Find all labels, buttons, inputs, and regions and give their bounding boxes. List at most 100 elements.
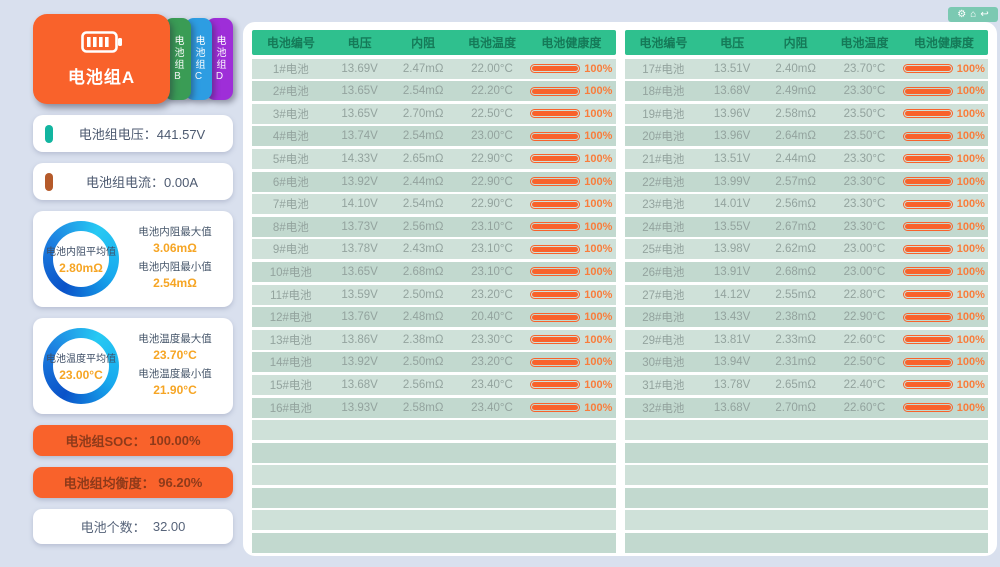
- table-row-empty: [252, 533, 616, 554]
- health-bar: [530, 290, 581, 300]
- voltage-cell: 13.98V: [713, 243, 751, 256]
- health-cell: 100%: [900, 153, 988, 165]
- soc-button[interactable]: 电池组SOC： 100.00%: [33, 425, 233, 456]
- health-bar-fill: [532, 179, 579, 185]
- temperature-min-value: 21.90°C: [153, 383, 197, 397]
- temperature-cell: 23.30°C: [843, 220, 886, 233]
- health-bar-fill: [904, 133, 951, 139]
- health-percent: 100%: [584, 356, 613, 369]
- balance-button[interactable]: 电池组均衡度： 96.20%: [33, 467, 233, 498]
- battery-id-cell: 9#电池: [272, 244, 309, 257]
- health-cell: 100%: [900, 311, 988, 323]
- health-cell: 100%: [900, 266, 988, 278]
- table-row: 13#电池 13.86V 2.38mΩ 23.30°C 100%: [252, 329, 616, 350]
- temperature-cell: 20.40°C: [471, 311, 513, 324]
- settings-icon[interactable]: ⚙: [957, 8, 967, 20]
- health-percent: 100%: [956, 356, 985, 369]
- battery-id-cell: 32#电池: [642, 402, 685, 415]
- battery-id-cell: 20#电池: [642, 131, 685, 144]
- table-row: 20#电池 13.96V 2.64mΩ 23.50°C 100%: [624, 126, 988, 147]
- battery-id-cell: 25#电池: [642, 244, 685, 257]
- temperature-cell: 23.10°C: [471, 220, 513, 233]
- health-bar-fill: [532, 359, 579, 365]
- health-cell: 100%: [900, 289, 988, 301]
- header-voltage: 电压: [720, 36, 745, 50]
- table-row: 15#电池 13.68V 2.56mΩ 23.40°C 100%: [252, 374, 616, 395]
- header-battery-id: 电池编号: [266, 36, 315, 50]
- voltage-cell: 14.12V: [713, 288, 751, 301]
- health-bar-fill: [532, 133, 579, 139]
- health-bar: [530, 335, 581, 345]
- temperature-cell: 22.90°C: [843, 311, 886, 324]
- home-icon[interactable]: ⌂: [970, 8, 977, 20]
- health-bar-fill: [904, 405, 951, 410]
- health-cell: 100%: [900, 356, 988, 368]
- health-percent: 100%: [584, 107, 613, 120]
- table-header: 电池编号 电压 内阻 电池温度 电池健康度: [252, 30, 616, 55]
- health-cell: 100%: [900, 402, 988, 414]
- table-row-empty: [624, 420, 988, 441]
- health-percent: 100%: [956, 152, 985, 165]
- battery-id-cell: 8#电池: [272, 221, 309, 234]
- health-percent: 100%: [584, 333, 613, 346]
- back-icon[interactable]: ↩: [980, 8, 989, 20]
- health-percent: 100%: [584, 198, 613, 211]
- resistance-cell: 2.54mΩ: [402, 130, 444, 143]
- group-voltage-label: 电池组电压：: [78, 127, 157, 142]
- table-row: 17#电池 13.51V 2.40mΩ 23.70°C 100%: [624, 58, 988, 79]
- tab-battery-group-a[interactable]: 电池组A: [33, 14, 170, 104]
- temperature-avg-label: 电池温度平均值: [46, 354, 116, 365]
- voltage-cell: 13.73V: [341, 220, 378, 233]
- resistance-cell: 2.38mΩ: [775, 311, 816, 324]
- header-resistance: 内阻: [411, 36, 436, 50]
- health-percent: 100%: [584, 85, 613, 98]
- health-bar: [902, 199, 953, 209]
- table-row: 22#电池 13.99V 2.57mΩ 23.30°C 100%: [624, 171, 988, 192]
- temperature-gauge-ring: 电池温度平均值 23.00°C: [43, 328, 119, 404]
- health-bar: [530, 154, 581, 164]
- health-percent: 100%: [956, 288, 985, 301]
- battery-id-cell: 6#电池: [272, 176, 309, 189]
- resistance-avg-value: 2.80mΩ: [59, 261, 103, 275]
- voltage-cell: 13.78V: [713, 378, 751, 391]
- health-cell: 100%: [900, 176, 988, 188]
- health-bar: [902, 357, 953, 367]
- health-cell: 100%: [900, 130, 988, 142]
- table-row: 11#电池 13.59V 2.50mΩ 23.20°C 100%: [252, 284, 616, 305]
- header-battery-id: 电池编号: [639, 36, 688, 50]
- table-row: 16#电池 13.93V 2.58mΩ 23.40°C 100%: [252, 397, 616, 418]
- table-row-empty: [252, 420, 616, 441]
- health-cell: 100%: [527, 402, 615, 414]
- resistance-cell: 2.50mΩ: [402, 356, 444, 369]
- battery-group-tabs: 电池组A 电池组B 电池组C 电池组D: [33, 14, 233, 104]
- health-bar: [902, 177, 953, 187]
- health-bar-fill: [904, 269, 951, 275]
- health-cell: 100%: [527, 153, 615, 165]
- health-bar: [530, 222, 581, 232]
- voltage-cell: 13.43V: [713, 311, 751, 324]
- table-row: 5#电池 14.33V 2.65mΩ 22.90°C 100%: [252, 148, 616, 169]
- resistance-cell: 2.48mΩ: [402, 311, 444, 324]
- resistance-cell: 2.57mΩ: [775, 175, 816, 188]
- resistance-cell: 2.70mΩ: [402, 107, 444, 120]
- health-percent: 100%: [956, 85, 985, 98]
- health-cell: 100%: [900, 334, 988, 346]
- resistance-cell: 2.54mΩ: [402, 85, 444, 98]
- temperature-cell: 22.80°C: [843, 288, 886, 301]
- voltage-indicator-icon: [45, 124, 53, 143]
- health-percent: 100%: [584, 152, 613, 165]
- battery-id-cell: 11#电池: [270, 289, 312, 302]
- table-row: 1#电池 13.69V 2.47mΩ 22.00°C 100%: [252, 58, 616, 79]
- health-percent: 100%: [584, 243, 613, 256]
- battery-id-cell: 16#电池: [269, 402, 312, 415]
- health-cell: 100%: [900, 63, 988, 75]
- health-cell: 100%: [527, 334, 615, 346]
- health-percent: 100%: [956, 243, 985, 256]
- resistance-max-value: 3.06mΩ: [153, 241, 197, 255]
- resistance-cell: 2.65mΩ: [402, 152, 444, 165]
- table-row: 18#电池 13.68V 2.49mΩ 23.30°C 100%: [624, 81, 988, 102]
- health-percent: 100%: [956, 401, 985, 414]
- health-percent: 100%: [584, 62, 613, 75]
- health-bar: [530, 267, 581, 277]
- health-bar: [902, 267, 953, 277]
